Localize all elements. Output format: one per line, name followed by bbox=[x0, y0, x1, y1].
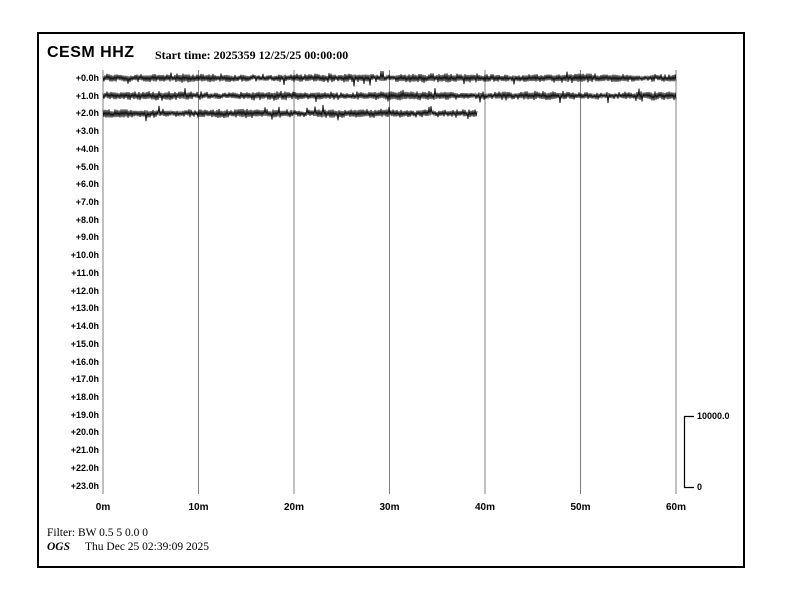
footer-credit: OGS Thu Dec 25 02:39:09 2025 bbox=[47, 541, 209, 553]
y-axis-label-+11.0h: +11.0h bbox=[71, 267, 99, 278]
y-axis-label-+20.0h: +20.0h bbox=[70, 427, 99, 438]
y-axis-label-+0.0h: +0.0h bbox=[75, 73, 99, 83]
start-time-label: Start time: 2025359 12/25/25 00:00:00 bbox=[155, 48, 349, 62]
agency-label: OGS bbox=[47, 541, 71, 553]
amplitude-scale-bracket bbox=[683, 415, 694, 489]
y-axis-label-+15.0h: +15.0h bbox=[70, 338, 99, 349]
y-axis-label-+6.0h: +6.0h bbox=[75, 179, 99, 190]
y-axis-label-+1.0h: +1.0h bbox=[75, 90, 99, 101]
station-title: CESM HHZ bbox=[47, 44, 135, 61]
y-axis-label-+14.0h: +14.0h bbox=[70, 321, 99, 332]
y-axis-label-+9.0h: +9.0h bbox=[75, 232, 99, 243]
y-axis-label-+21.0h: +21.0h bbox=[70, 445, 99, 456]
y-axis-label-+7.0h: +7.0h bbox=[75, 197, 99, 208]
x-axis-label-10m: 10m bbox=[188, 502, 209, 513]
y-axis-label-+5.0h: +5.0h bbox=[75, 161, 99, 172]
scale-min-label: 0 bbox=[697, 482, 703, 492]
y-axis-label-+10.0h: +10.0h bbox=[70, 250, 99, 261]
x-axis-label-20m: 20m bbox=[283, 502, 304, 513]
y-axis-label-+4.0h: +4.0h bbox=[75, 143, 99, 154]
generated-timestamp: Thu Dec 25 02:39:09 2025 bbox=[85, 541, 209, 553]
x-axis-label-40m: 40m bbox=[474, 502, 495, 513]
trace-row-+2.0h bbox=[102, 104, 478, 122]
plot-frame bbox=[37, 32, 745, 568]
y-axis-label-+17.0h: +17.0h bbox=[70, 374, 99, 385]
x-axis-label-50m: 50m bbox=[570, 502, 591, 513]
y-axis-label-+8.0h: +8.0h bbox=[75, 214, 99, 225]
x-axis-label-30m: 30m bbox=[379, 502, 400, 513]
y-axis-label-+23.0h: +23.0h bbox=[70, 480, 99, 491]
y-axis-label-+12.0h: +12.0h bbox=[70, 285, 99, 296]
filter-label: Filter: BW 0.5 5 0.0 0 bbox=[47, 527, 149, 539]
y-axis-label-+22.0h: +22.0h bbox=[70, 462, 99, 473]
y-axis-label-+3.0h: +3.0h bbox=[75, 126, 99, 137]
y-axis-label-+13.0h: +13.0h bbox=[70, 303, 99, 314]
y-axis-label-+19.0h: +19.0h bbox=[70, 409, 99, 420]
y-axis-label-+16.0h: +16.0h bbox=[70, 356, 99, 367]
trace-row-+1.0h bbox=[102, 88, 677, 104]
x-axis-label-0m: 0m bbox=[95, 502, 111, 513]
y-axis-label-+18.0h: +18.0h bbox=[70, 391, 99, 402]
trace-row-+0.0h bbox=[102, 70, 677, 87]
x-axis-label-60m: 60m bbox=[665, 502, 686, 513]
y-axis-label-+2.0h: +2.0h bbox=[75, 108, 99, 119]
scale-max-label: 10000.0 bbox=[697, 411, 730, 421]
